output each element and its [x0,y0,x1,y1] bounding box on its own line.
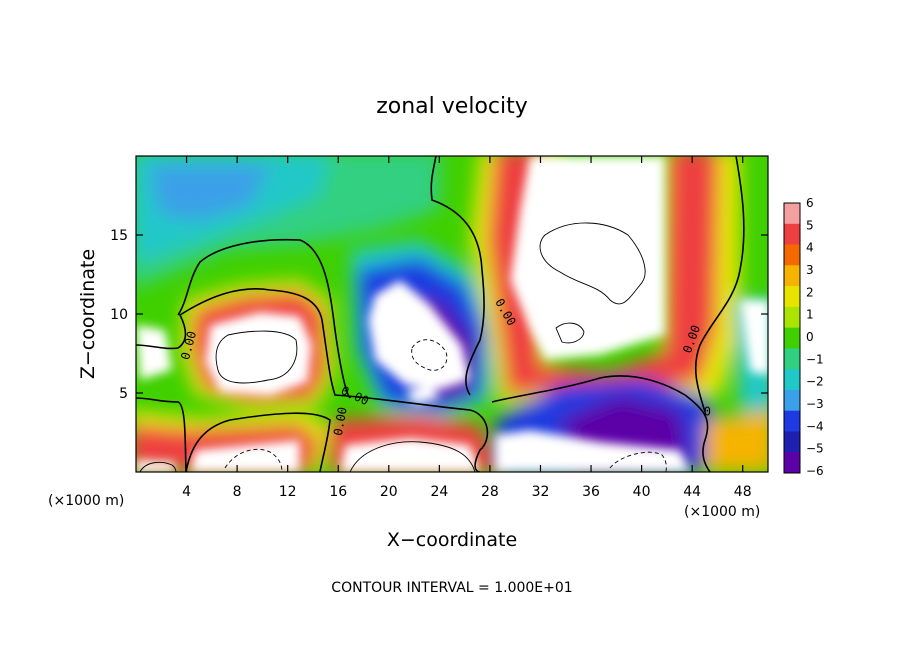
colorbar-label: −6 [806,464,824,478]
x-unit-left: (×1000 m) [48,493,124,509]
colorbar-swatch [784,327,800,349]
x-tick-label: 40 [633,484,651,500]
y-tick-label: 5 [119,386,128,402]
colorbar-label: −1 [806,352,824,366]
colorbar-label: 1 [806,308,814,322]
colorbar-label: −2 [806,375,824,389]
colorbar-swatch [784,306,800,329]
x-tick-label: 44 [683,484,701,500]
colorbar-frame [783,202,801,474]
x-tick-label: 20 [380,484,398,500]
colorbar-swatch [784,348,800,370]
colorbar-label: 5 [806,218,814,232]
contour-interval-note: CONTOUR INTERVAL = 1.000E+01 [331,580,572,596]
colorbar-swatch [784,203,800,225]
x-unit-right: (×1000 m) [684,504,760,520]
negative-contour [609,451,667,472]
x-tick-label: 32 [532,484,550,500]
negative-contour [411,339,448,371]
x-tick-label: 48 [734,484,752,500]
zero-contour [185,412,331,472]
contour-lines [136,156,745,472]
positive-contour [215,330,298,384]
colorbar-swatch [784,410,800,432]
zero-contour [136,397,187,472]
x-tick-label: 36 [582,484,600,500]
zero-contour [491,375,711,472]
colorbar-label: −4 [806,419,824,433]
negative-contour [224,448,283,472]
colorbar-label: 3 [806,263,814,277]
y-tick-label: 10 [110,307,128,323]
y-axis-label: Z−coordinate [77,249,99,379]
positive-contour [349,441,476,472]
zero-contour [136,288,489,472]
positive-contour [539,222,646,305]
zero-contour [430,156,485,396]
colorbar-swatch [784,369,800,391]
contour-label: 0.00 [331,406,350,437]
colorbar-swatch [784,265,800,287]
zero-contour [177,238,351,399]
x-tick-label: 8 [233,484,242,500]
x-tick-label: 24 [430,484,448,500]
colorbar-label: 6 [806,196,814,210]
zero-contour [694,156,745,413]
colorbar: 6 5 4 3 2 1 0 −1 −2 −3 −4 −5 −6 [783,196,824,478]
x-tick-label: 28 [481,484,499,500]
positive-contour [139,461,177,472]
colorbar-label: 2 [806,285,814,299]
x-tick-label: 16 [329,484,347,500]
colorbar-swatch [784,244,800,266]
colorbar-label: 4 [806,241,814,255]
colorbar-label: 0 [806,330,814,344]
y-tick-label: 15 [110,228,128,244]
colorbar-label: −5 [806,442,824,456]
colorbar-swatch [784,223,800,246]
x-tick-label: 12 [279,484,297,500]
positive-contour [555,322,585,344]
colorbar-swatch [784,431,800,453]
colorbar-swatch [784,452,800,474]
x-axis-label: X−coordinate [387,529,517,551]
velocity-field [136,156,768,472]
colorbar-swatch [784,389,800,412]
colorbar-swatch [784,286,800,308]
contour-label: 0 [704,404,711,418]
x-tick-label: 4 [182,484,191,500]
chart-title: zonal velocity [376,94,528,119]
colorbar-label: −3 [806,397,824,411]
